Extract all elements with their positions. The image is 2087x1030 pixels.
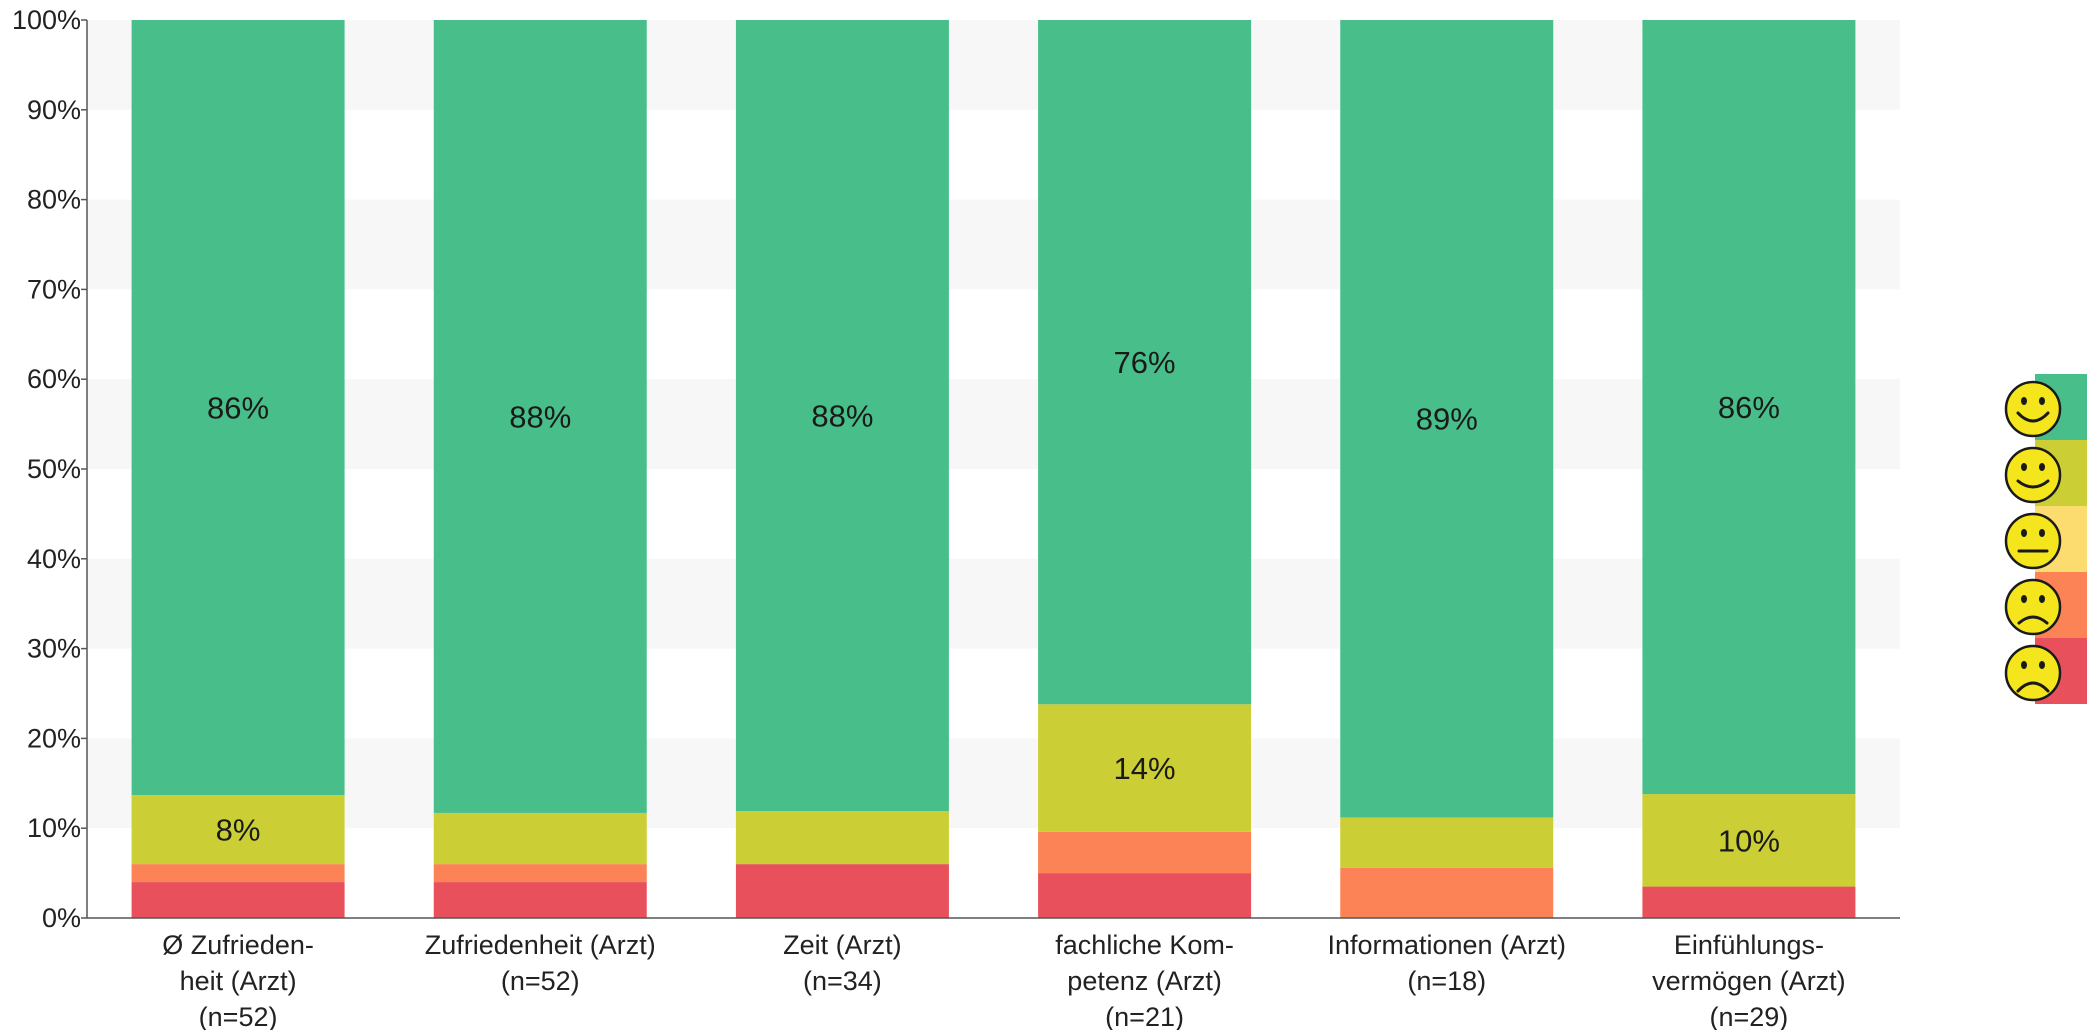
face-mouth — [2016, 479, 2050, 489]
bar-segment — [131, 20, 345, 795]
face-mouth — [2016, 411, 2050, 423]
data-label: 88% — [509, 399, 571, 434]
x-category-label: (n=34) — [803, 966, 882, 996]
data-labels: 86% 8% 88% 88% 76% 14% 89% 86% 10% — [207, 345, 1780, 858]
y-axis-ticks: 0% 10% 20% 30% 40% 50% 60% 70% 80% 90% 100% — [12, 5, 87, 933]
legend — [2004, 374, 2087, 704]
x-category-label: (n=18) — [1407, 966, 1486, 996]
grid-band — [87, 558, 1900, 649]
data-label: 76% — [1114, 345, 1176, 380]
bar-segment — [131, 794, 345, 865]
x-category-label: petenz (Arzt) — [1067, 966, 1222, 996]
x-axis-categories: Ø Zufrieden-heit (Arzt) (n=52) Zufriedenhe… — [162, 930, 1845, 1030]
bar-segment — [735, 811, 949, 865]
face-eye-left — [2021, 661, 2027, 669]
bar-segment — [1340, 817, 1554, 868]
grid-band — [87, 20, 1900, 110]
bar-segment — [735, 864, 949, 918]
bar-segment — [1038, 831, 1252, 874]
data-label: 14% — [1114, 751, 1176, 786]
x-category-label: Einfühlungs- — [1674, 930, 1824, 960]
face-circle — [2004, 380, 2062, 438]
grid-band — [87, 379, 1900, 469]
data-label: 86% — [1718, 390, 1780, 425]
sad-face-icon — [2004, 578, 2062, 636]
y-tick-label: 80% — [27, 185, 81, 215]
y-tick-label: 70% — [27, 274, 81, 304]
x-category-label: heit (Arzt) — [180, 966, 297, 996]
y-tick-label: 30% — [27, 634, 81, 664]
face-eye-left — [2021, 463, 2027, 471]
x-category-label: (n=21) — [1105, 1002, 1184, 1030]
bar-segment — [1642, 886, 1856, 918]
bar-segment — [433, 864, 647, 883]
bar-segment — [1340, 867, 1554, 918]
bar-segment — [1340, 20, 1554, 818]
data-label: 8% — [216, 813, 261, 848]
face-mouth — [2017, 615, 2049, 625]
bar-segment — [433, 20, 647, 813]
x-category-label: (n=29) — [1710, 1002, 1789, 1030]
data-label: 10% — [1718, 823, 1780, 858]
data-label: 89% — [1416, 402, 1478, 437]
y-tick-label: 40% — [27, 544, 81, 574]
face-mouth — [2016, 681, 2050, 693]
x-category-label: Zufriedenheit (Arzt) — [425, 930, 656, 960]
face-circle — [2004, 512, 2062, 570]
data-label: 86% — [207, 390, 269, 425]
grid-bands — [87, 20, 1900, 829]
data-label: 88% — [811, 399, 873, 434]
y-tick-label: 20% — [27, 723, 81, 753]
bar-segment — [735, 20, 949, 812]
bar-segment — [1038, 704, 1252, 832]
face-circle — [2004, 578, 2062, 636]
face-eye-right — [2039, 661, 2045, 669]
face-circle — [2004, 644, 2062, 702]
neutral-face-icon — [2004, 512, 2062, 570]
grid-band — [87, 199, 1900, 290]
bar-segment — [1038, 873, 1252, 918]
x-category-label: vermögen (Arzt) — [1652, 966, 1846, 996]
x-category-label: (n=52) — [199, 1002, 278, 1030]
face-eye-left — [2021, 397, 2027, 405]
bar-segment — [131, 864, 345, 883]
x-category-label: (n=52) — [501, 966, 580, 996]
very-sad-face-icon — [2004, 644, 2062, 702]
bar-segment — [433, 882, 647, 918]
bar-segment — [1642, 20, 1856, 795]
bar-segment — [433, 812, 647, 865]
happy-face-icon — [2004, 446, 2062, 504]
y-tick-label: 90% — [27, 95, 81, 125]
bar-segment — [1038, 20, 1252, 705]
face-circle — [2004, 446, 2062, 504]
face-eye-right — [2039, 595, 2045, 603]
grid-band — [87, 738, 1900, 829]
y-tick-label: 10% — [27, 813, 81, 843]
y-tick-label: 100% — [12, 5, 81, 35]
face-eye-right — [2039, 529, 2045, 537]
face-eye-right — [2039, 397, 2045, 405]
y-tick-label: 0% — [42, 903, 81, 933]
y-tick-label: 60% — [27, 364, 81, 394]
x-category-label: Zeit (Arzt) — [783, 930, 902, 960]
y-tick-label: 50% — [27, 454, 81, 484]
face-eye-left — [2021, 529, 2027, 537]
bar-segment — [131, 882, 345, 918]
face-eye-left — [2021, 595, 2027, 603]
x-category-label: fachliche Kom- — [1055, 930, 1234, 960]
bars — [131, 20, 1856, 918]
face-eye-right — [2039, 463, 2045, 471]
very-happy-face-icon — [2004, 380, 2062, 438]
x-category-label: Ø Zufrieden- — [162, 930, 314, 960]
x-category-label: Informationen (Arzt) — [1327, 930, 1566, 960]
bar-segment — [1642, 794, 1856, 887]
